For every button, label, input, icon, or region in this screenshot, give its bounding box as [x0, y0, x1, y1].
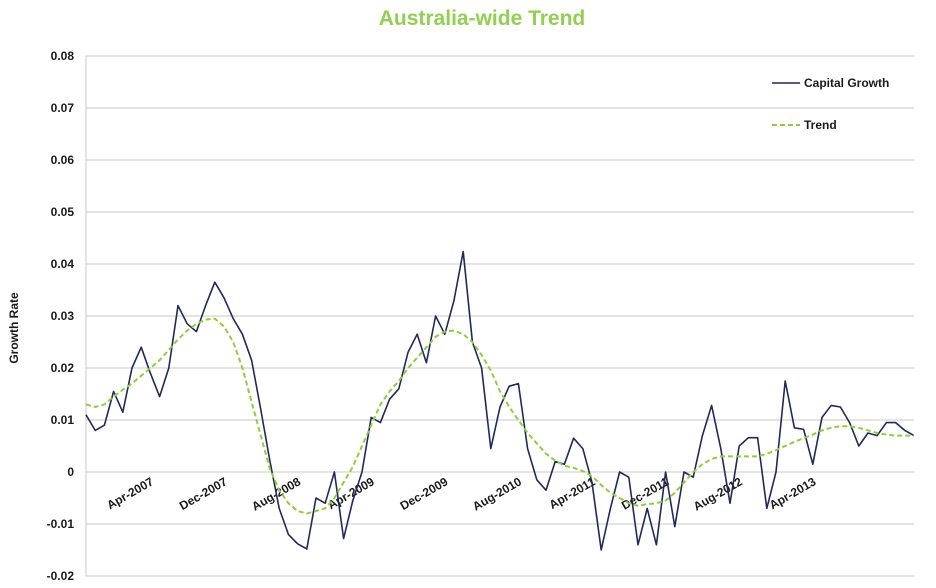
y-tick-label: 0.08 [51, 49, 75, 63]
y-tick-label: 0.02 [51, 361, 75, 375]
y-tick-label: 0.03 [51, 309, 75, 323]
y-tick-label: -0.01 [47, 517, 75, 531]
y-tick-label: 0 [67, 465, 74, 479]
x-tick-label: Apr-2007 [104, 474, 156, 512]
chart-title: Australia-wide Trend [379, 7, 586, 30]
x-tick-label: Aug-2010 [470, 474, 524, 513]
x-tick-label: Dec-2007 [177, 474, 230, 513]
y-tick-label: 0.05 [51, 205, 75, 219]
legend: Capital Growth Trend [772, 76, 889, 132]
series-line-trend [85, 317, 914, 515]
y-tick-labels: 0.08 0.07 0.06 0.05 0.04 0.03 0.02 0.01 0 -0.01 -0… [47, 49, 75, 583]
x-tick-label: Aug-2012 [691, 474, 745, 513]
gridlines [85, 55, 914, 577]
legend-label-capital-growth: Capital Growth [804, 76, 889, 90]
x-tick-labels: Apr-2007 Dec-2007 Aug-2008 Apr-2009 Dec-2009… [104, 474, 818, 513]
series-lines [85, 250, 915, 551]
y-tick-label: 0.06 [51, 153, 75, 167]
x-tick-label: Dec-2009 [398, 474, 451, 513]
y-tick-label: 0.04 [51, 257, 75, 271]
y-axis-label: Growth Rate [7, 292, 21, 364]
y-tick-label: -0.02 [47, 569, 75, 583]
x-tick-label: Apr-2011 [547, 474, 598, 512]
y-tick-label: 0.01 [51, 413, 75, 427]
series-line-capital-growth [85, 250, 915, 551]
y-tick-label: 0.07 [51, 101, 75, 115]
legend-label-trend: Trend [804, 118, 837, 132]
